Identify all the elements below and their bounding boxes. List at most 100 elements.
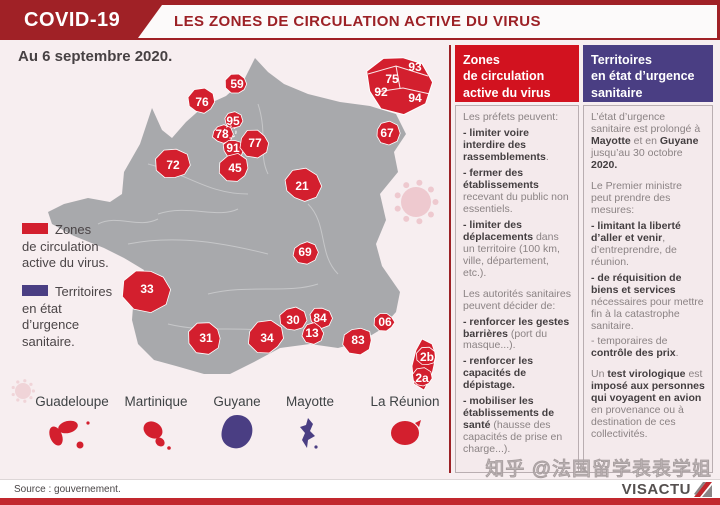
panel-paragraph: - mobiliser les établissements de santé … xyxy=(463,395,571,456)
text-run: - renforcer les gestes barrières xyxy=(463,315,570,340)
panel-title-line: Zones xyxy=(463,53,500,67)
visactu-logo-text: VISACTU xyxy=(621,481,691,498)
department-shape-13 xyxy=(301,322,325,345)
department-label-91: 91 xyxy=(226,141,240,155)
panel-paragraph: - limiter voire interdire des rassemblem… xyxy=(463,127,571,164)
department-label-84: 84 xyxy=(313,311,327,325)
text-run: Le Premier ministre peut prendre des mes… xyxy=(591,179,683,216)
panel-active-zones-header: Zones de circulation active du virus xyxy=(455,45,579,102)
territory-label: Guyane xyxy=(213,394,261,409)
panel-paragraph: Les préfets peuvent: xyxy=(463,111,571,124)
panel-title-line: de circulation xyxy=(463,69,545,84)
virus-icon xyxy=(394,179,439,225)
text-run: Les autorités sanitaires peuvent décider… xyxy=(463,287,571,312)
department-label-33: 33 xyxy=(140,282,154,296)
department-label-21: 21 xyxy=(295,179,309,193)
panel-emergency-body: L’état d’urgence sanitaire est prolongé … xyxy=(583,105,713,473)
text-run: 2020. xyxy=(591,158,618,171)
territory-shape xyxy=(391,420,421,445)
department-label-2a: 2a xyxy=(415,371,429,385)
text-run: . xyxy=(545,150,549,163)
text-run: L’état d’urgence sanitaire est prolongé … xyxy=(591,111,701,135)
department-shape-77 xyxy=(239,129,270,159)
legend-item-zones: Zones de circulation active du virus. xyxy=(22,222,112,272)
text-run: - limitant la liberté d’aller et venir xyxy=(591,219,681,244)
text-run: Guyane xyxy=(659,134,699,147)
text-run: est xyxy=(685,368,703,381)
panel-paragraph: - de réquisition de biens et services né… xyxy=(591,272,705,333)
department-label-13: 13 xyxy=(305,326,319,340)
text-run: nécessaires pour mettre fin à la catastr… xyxy=(591,295,704,332)
department-shape-2a xyxy=(412,367,433,387)
inset-border xyxy=(375,87,431,95)
territory-label: Martinique xyxy=(124,394,188,409)
department-label-67: 67 xyxy=(380,126,394,140)
department-label-30: 30 xyxy=(286,313,300,327)
panel-paragraph: - limitant la liberté d’aller et venir, … xyxy=(591,219,705,269)
text-run: contrôle des prix xyxy=(591,347,676,360)
territory-label: La Réunion xyxy=(370,394,440,409)
territory-shape xyxy=(221,415,253,449)
panel-paragraph: - temporaires de contrôle des prix. xyxy=(591,335,705,360)
territory-item: Martinique xyxy=(112,394,200,456)
text-run: (hausse des capacités de prise en charge… xyxy=(463,419,563,456)
department-label-93: 93 xyxy=(408,60,422,74)
panel-paragraph: - renforcer les gestes barrières (port d… xyxy=(463,315,571,353)
virus-icon xyxy=(394,179,439,225)
department-shape-30 xyxy=(279,306,308,331)
department-label-72: 72 xyxy=(166,158,180,172)
panel-title-line: Territoires xyxy=(591,53,652,67)
legend-swatch xyxy=(22,284,48,296)
territory-item: Guadeloupe xyxy=(24,394,120,456)
department-shape-21 xyxy=(284,167,323,202)
legend-line: active du virus. xyxy=(22,255,109,271)
territory-label: Guadeloupe xyxy=(35,394,109,409)
title-bar: LES ZONES DE CIRCULATION ACTIVE DU VIRUS xyxy=(138,5,717,38)
territory-item: La Réunion xyxy=(356,394,454,456)
department-label-31: 31 xyxy=(199,331,213,345)
panel-paragraph: - renforcer les capacités de dépistage. xyxy=(463,355,571,392)
map-legend: Zones de circulation active du virus. Terr… xyxy=(22,222,112,362)
department-label-34: 34 xyxy=(260,331,274,345)
department-shape-72 xyxy=(155,148,191,179)
text-run: - mobiliser les établissements de santé xyxy=(463,395,555,432)
footer-bar: Source : gouvernement. VISACTU xyxy=(0,479,720,498)
covid-badge: COVID-19 xyxy=(0,0,160,40)
text-run: (port du masque...). xyxy=(463,327,548,352)
panel-paragraph: - limiter des déplacements dans un terri… xyxy=(463,219,571,280)
department-shape-76 xyxy=(187,87,216,114)
text-run: - fermer des établissements xyxy=(463,166,539,191)
text-run: Mayotte xyxy=(591,134,631,147)
panel-paragraph: Un test virologique est imposé aux perso… xyxy=(591,368,705,441)
visactu-logo: VISACTU xyxy=(622,481,712,498)
header-bar: COVID-19 LES ZONES DE CIRCULATION ACTIVE… xyxy=(0,0,720,40)
panel-paragraph: Le Premier ministre peut prendre des mes… xyxy=(591,179,705,217)
panel-paragraph: L’état d’urgence sanitaire est prolongé … xyxy=(591,111,705,172)
overseas-territories: Guadeloupe Martinique Guyane Mayotte La Réun… xyxy=(0,394,455,476)
territory-item: Guyane xyxy=(198,394,276,456)
legend-item-territories: Territoires en état d’urgence sanitaire. xyxy=(22,284,112,351)
panel-active-zones-body: Les préfets peuvent: - limiter voire inte… xyxy=(455,105,579,473)
territory-shape xyxy=(49,420,90,449)
text-run: en provenance ou à destination de ces co… xyxy=(591,404,684,441)
panel-emergency: Territoires en état d’urgence sanitaire L’… xyxy=(583,45,713,473)
legend-line: de circulation xyxy=(22,238,99,254)
department-label-69: 69 xyxy=(298,245,312,259)
legend-line: Zones xyxy=(22,222,112,239)
text-run: dans un territoire (100 km, ville, dépar… xyxy=(463,230,560,279)
department-label-83: 83 xyxy=(351,333,365,347)
department-shape-95 xyxy=(224,111,244,129)
text-run: imposé aux personnes qui voyagent en avi… xyxy=(591,380,705,405)
bottom-red-bar xyxy=(0,498,720,505)
body-area: Au 6 septembre 2020. 93 75 92 94 59 76 95 78 91… xyxy=(0,40,720,479)
legend-line: d’urgence xyxy=(22,317,80,333)
text-run: et en xyxy=(630,134,660,147)
department-shape-31 xyxy=(188,322,221,355)
date-label: Au 6 septembre 2020. xyxy=(18,48,173,65)
text-run: recevant du public non essentiels. xyxy=(463,190,569,215)
text-run: test virologique xyxy=(607,368,686,381)
text-run: jusqu’au 30 octobre xyxy=(591,146,683,159)
virus-icon xyxy=(11,379,35,403)
department-label-94: 94 xyxy=(408,91,422,105)
